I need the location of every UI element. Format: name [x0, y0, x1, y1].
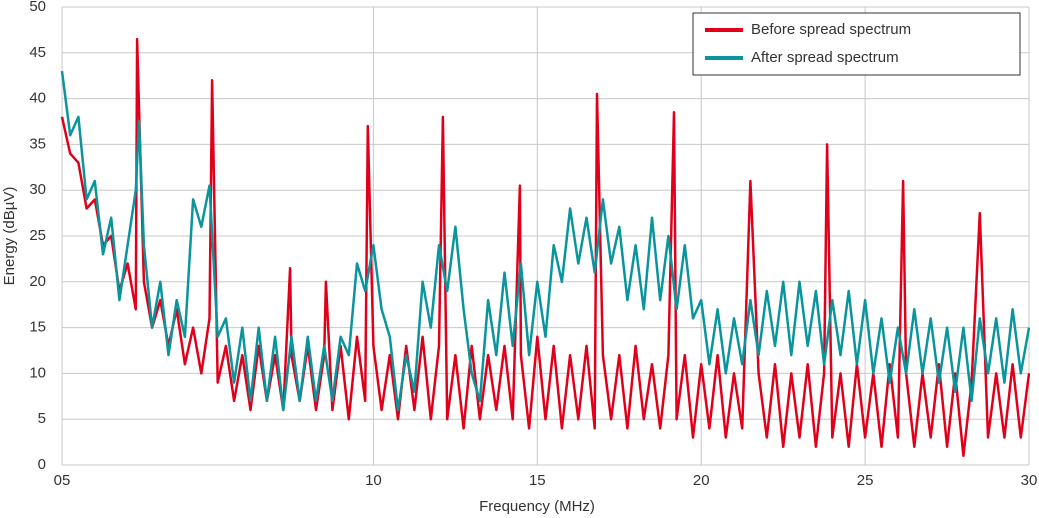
x-tick-label: 25	[857, 472, 874, 489]
y-tick-label: 10	[29, 364, 46, 381]
y-tick-label: 50	[29, 0, 46, 15]
series-line	[60, 37, 1031, 458]
series-line	[60, 70, 1031, 412]
legend-box	[692, 12, 1021, 76]
x-tick-label: 10	[365, 472, 382, 489]
y-tick-label: 25	[29, 227, 46, 244]
x-tick-label: 15	[529, 472, 546, 489]
legend-label: After spread spectrum	[751, 49, 899, 66]
y-tick-label: 45	[29, 44, 46, 61]
x-axis-label: Frequency (MHz)	[479, 498, 595, 515]
y-tick-label: 30	[29, 181, 46, 198]
y-tick-label: 20	[29, 273, 46, 290]
legend-label: Before spread spectrum	[751, 21, 911, 38]
y-tick-label: 15	[29, 319, 46, 336]
y-tick-label: 5	[38, 410, 46, 427]
x-tick-label: 30	[1021, 472, 1038, 489]
x-tick-label: 05	[54, 472, 71, 489]
x-tick-label: 20	[693, 472, 710, 489]
y-tick-label: 35	[29, 135, 46, 152]
y-tick-label: 0	[38, 456, 46, 473]
y-tick-label: 40	[29, 90, 46, 107]
y-axis-label: Energy (dBµV)	[1, 187, 18, 286]
